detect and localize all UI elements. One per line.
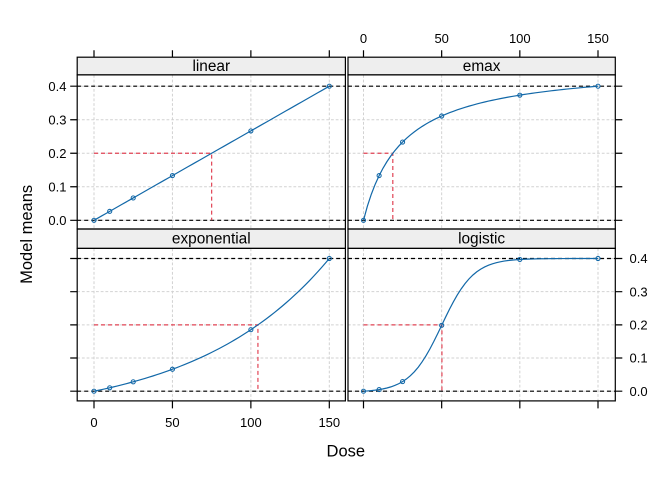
svg-text:Model means: Model means	[18, 185, 36, 284]
svg-text:0.0: 0.0	[48, 213, 66, 228]
svg-text:0.1: 0.1	[630, 351, 648, 366]
svg-text:linear: linear	[192, 58, 230, 75]
svg-text:150: 150	[587, 31, 609, 46]
svg-text:100: 100	[240, 415, 262, 430]
svg-text:0.3: 0.3	[48, 112, 66, 127]
svg-text:50: 50	[434, 31, 448, 46]
svg-text:0.3: 0.3	[630, 284, 648, 299]
svg-text:0.4: 0.4	[630, 251, 648, 266]
svg-text:0.1: 0.1	[48, 179, 66, 194]
svg-text:0.0: 0.0	[630, 384, 648, 399]
svg-text:0: 0	[360, 31, 367, 46]
svg-text:0.4: 0.4	[48, 79, 66, 94]
svg-text:0.2: 0.2	[48, 146, 66, 161]
svg-text:100: 100	[509, 31, 531, 46]
svg-text:Dose: Dose	[327, 442, 366, 460]
svg-text:0.2: 0.2	[630, 317, 648, 332]
svg-text:exponential: exponential	[172, 231, 251, 248]
svg-text:0: 0	[90, 415, 97, 430]
svg-text:emax: emax	[463, 58, 501, 75]
svg-text:50: 50	[165, 415, 179, 430]
svg-text:150: 150	[318, 415, 340, 430]
svg-text:logistic: logistic	[458, 231, 505, 248]
